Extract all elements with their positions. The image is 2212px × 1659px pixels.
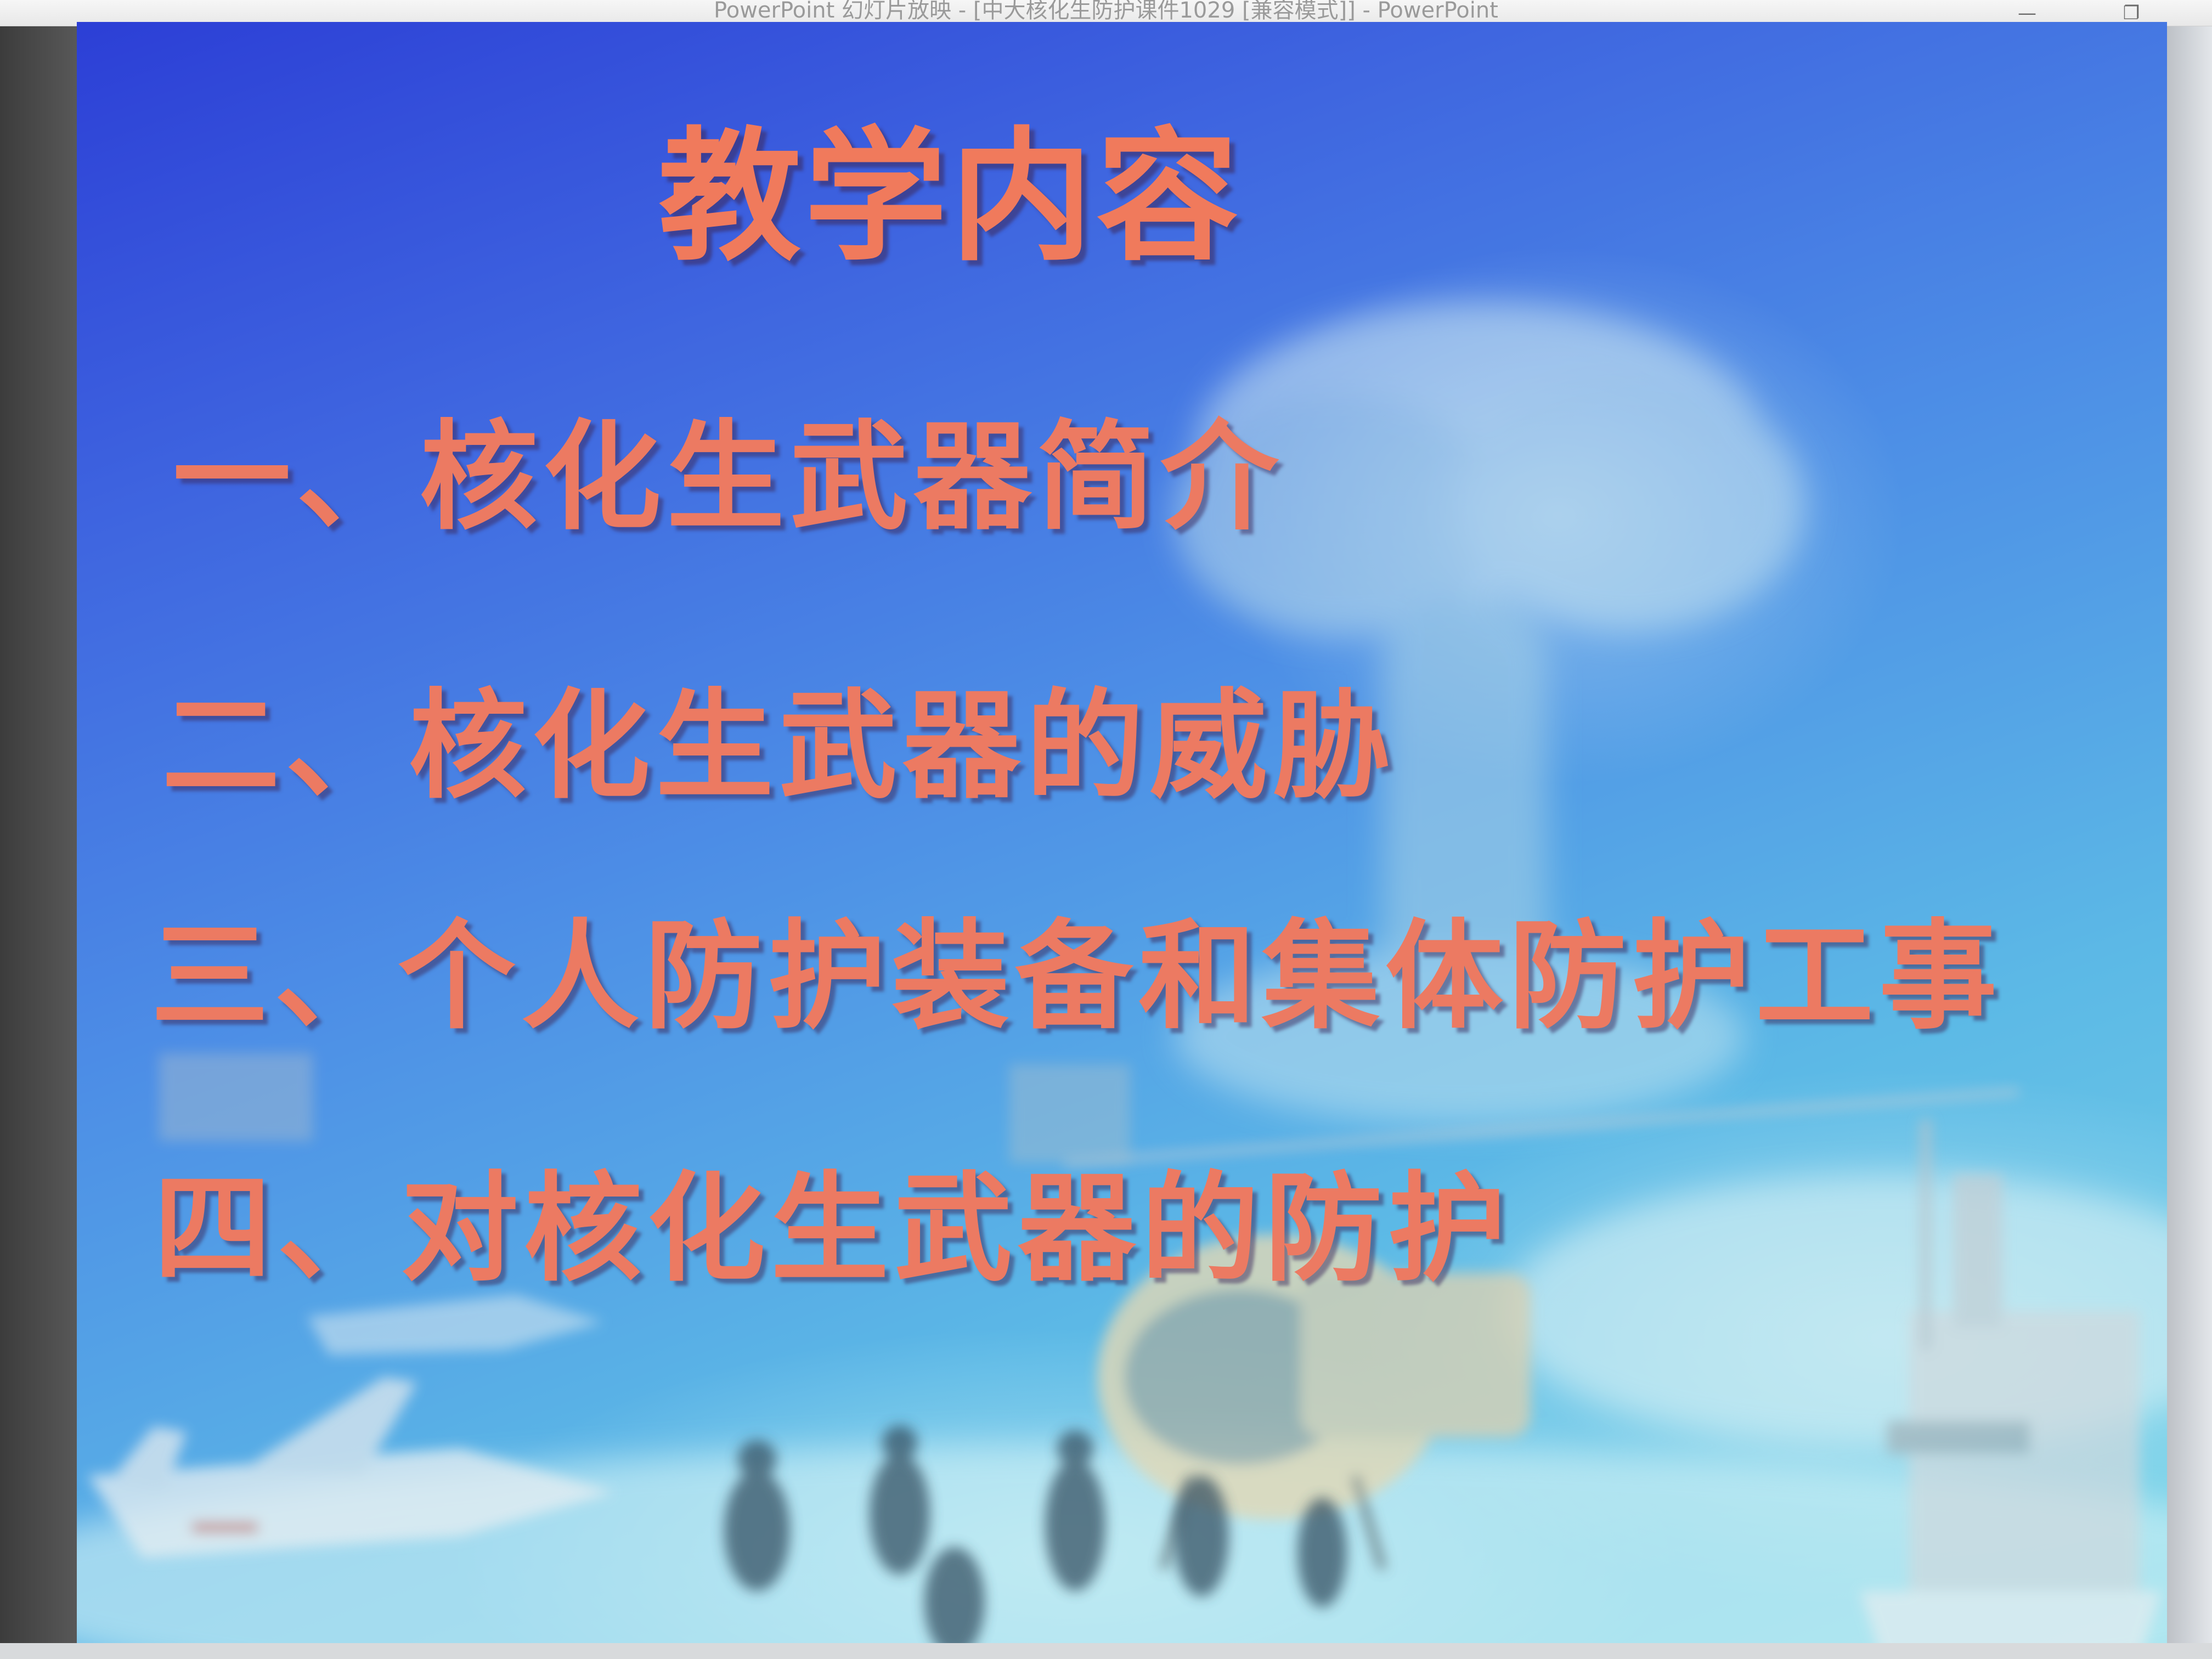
jet-aircraft-small-icon — [307, 1295, 603, 1355]
distant-ship-icon — [159, 1053, 1130, 1163]
content-item-nbc-weapons-threat: 二、核化生武器的威胁 — [162, 677, 1396, 815]
content-item-protective-equipment: 三、个人防护装备和集体防护工事 — [151, 907, 2002, 1045]
mushroom-cloud-icon — [1174, 302, 1805, 1125]
content-item-nbc-protection: 四、对核化生武器的防护 — [154, 1160, 1511, 1297]
projector-edge-left — [0, 26, 82, 1659]
warship-icon — [1860, 1119, 2162, 1659]
content-item-nbc-weapons-intro: 一、核化生武器简介 — [173, 408, 1284, 546]
soldiers-icon — [724, 1425, 1347, 1657]
minimize-icon[interactable]: — — [2018, 2, 2036, 24]
window-title: PowerPoint 幻灯片放映 - [中大核化生防护课件1029 [兼容模式]… — [714, 0, 1498, 23]
slide-background-scene — [77, 302, 2167, 1659]
slide-title: 教学内容 — [658, 115, 1242, 280]
projector-edge-right — [2162, 26, 2212, 1659]
slide[interactable]: 教学内容 一、核化生武器简介 二、核化生武器的威胁 三、个人防护装备和集体防护工… — [77, 22, 2167, 1659]
jet-aircraft-icon — [88, 1377, 614, 1558]
restore-icon[interactable]: ❐ — [2123, 2, 2140, 24]
projector-edge-bottom — [0, 1643, 2212, 1659]
